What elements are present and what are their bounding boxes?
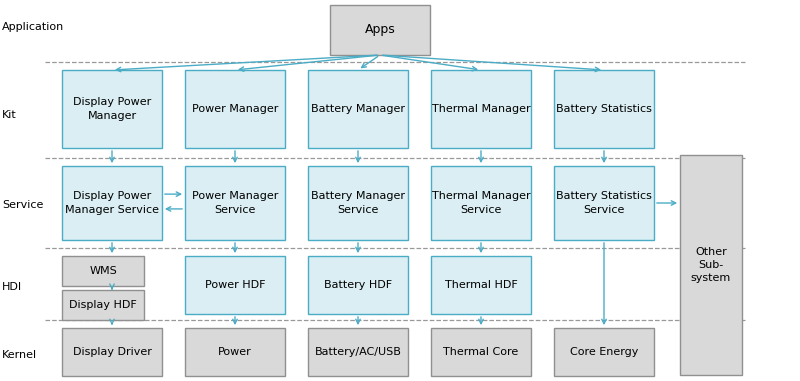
- FancyBboxPatch shape: [185, 328, 285, 376]
- FancyBboxPatch shape: [554, 328, 654, 376]
- FancyBboxPatch shape: [431, 328, 531, 376]
- FancyBboxPatch shape: [431, 256, 531, 314]
- Text: Battery Statistics: Battery Statistics: [556, 104, 652, 114]
- FancyBboxPatch shape: [554, 70, 654, 148]
- FancyBboxPatch shape: [62, 70, 162, 148]
- FancyBboxPatch shape: [308, 70, 408, 148]
- Text: Apps: Apps: [365, 24, 395, 37]
- FancyBboxPatch shape: [431, 166, 531, 240]
- FancyBboxPatch shape: [62, 166, 162, 240]
- Text: Display Power
Manager: Display Power Manager: [73, 98, 151, 121]
- FancyBboxPatch shape: [431, 70, 531, 148]
- Text: Battery Manager
Service: Battery Manager Service: [311, 191, 405, 215]
- Text: Application: Application: [2, 22, 64, 32]
- Text: Display Power
Manager Service: Display Power Manager Service: [65, 191, 159, 215]
- Text: Power HDF: Power HDF: [205, 280, 266, 290]
- FancyBboxPatch shape: [62, 290, 144, 320]
- Text: Battery Manager: Battery Manager: [311, 104, 405, 114]
- FancyBboxPatch shape: [330, 5, 430, 55]
- FancyBboxPatch shape: [308, 256, 408, 314]
- Text: HDI: HDI: [2, 282, 22, 292]
- FancyBboxPatch shape: [308, 328, 408, 376]
- Text: Power: Power: [218, 347, 252, 357]
- FancyBboxPatch shape: [185, 70, 285, 148]
- FancyBboxPatch shape: [62, 256, 144, 286]
- Text: Core Energy: Core Energy: [570, 347, 638, 357]
- Text: WMS: WMS: [89, 266, 117, 276]
- FancyBboxPatch shape: [680, 155, 742, 375]
- Text: Other
Sub-
system: Other Sub- system: [691, 247, 731, 283]
- Text: Power Manager: Power Manager: [192, 104, 278, 114]
- Text: Battery Statistics
Service: Battery Statistics Service: [556, 191, 652, 215]
- Text: Thermal HDF: Thermal HDF: [445, 280, 518, 290]
- Text: Display HDF: Display HDF: [69, 300, 137, 310]
- FancyBboxPatch shape: [308, 166, 408, 240]
- Text: Thermal Core: Thermal Core: [443, 347, 518, 357]
- Text: Kit: Kit: [2, 110, 17, 120]
- Text: Battery HDF: Battery HDF: [324, 280, 392, 290]
- Text: Battery/AC/USB: Battery/AC/USB: [314, 347, 402, 357]
- Text: Thermal Manager: Thermal Manager: [432, 104, 530, 114]
- Text: Thermal Manager
Service: Thermal Manager Service: [432, 191, 530, 215]
- Text: Display Driver: Display Driver: [73, 347, 151, 357]
- Text: Power Manager
Service: Power Manager Service: [192, 191, 278, 215]
- FancyBboxPatch shape: [185, 166, 285, 240]
- FancyBboxPatch shape: [62, 328, 162, 376]
- FancyBboxPatch shape: [185, 256, 285, 314]
- Text: Kernel: Kernel: [2, 350, 37, 360]
- FancyBboxPatch shape: [554, 166, 654, 240]
- Text: Service: Service: [2, 200, 43, 210]
